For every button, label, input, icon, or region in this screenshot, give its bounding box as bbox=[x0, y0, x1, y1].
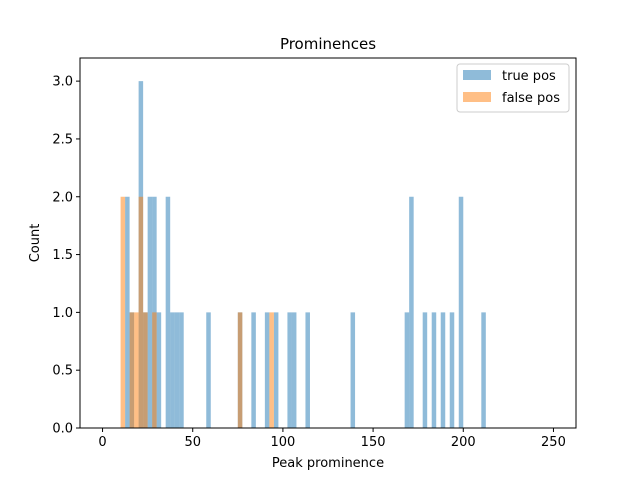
histogram-bar bbox=[156, 312, 162, 428]
y-tick-label: 3.0 bbox=[52, 75, 73, 90]
histogram-bar bbox=[251, 312, 256, 428]
x-tick-label: 200 bbox=[451, 435, 476, 450]
y-tick-label: 1.0 bbox=[52, 306, 73, 321]
legend-label-false-pos: false pos bbox=[502, 91, 560, 106]
histogram-bar bbox=[273, 312, 279, 428]
histogram-bar bbox=[350, 312, 356, 428]
chart-title: Prominences bbox=[280, 35, 376, 53]
legend-label-true-pos: true pos bbox=[502, 69, 556, 84]
y-axis: 0.0 0.5 1.0 1.5 2.0 2.5 3.0 bbox=[52, 75, 80, 437]
x-axis: 0 50 100 150 200 250 bbox=[98, 428, 566, 450]
series-false-pos bbox=[120, 196, 274, 428]
legend: true pos false pos bbox=[456, 63, 570, 113]
histogram-bar bbox=[179, 312, 184, 428]
x-tick-label: 50 bbox=[184, 435, 201, 450]
legend-swatch-false-pos bbox=[463, 92, 491, 102]
histogram-bar bbox=[120, 196, 126, 428]
histogram-bar bbox=[481, 312, 486, 428]
plot-frame bbox=[79, 57, 577, 429]
histogram-bar bbox=[264, 312, 270, 428]
histogram-bar bbox=[147, 196, 153, 428]
histogram-bar bbox=[440, 312, 446, 428]
histogram-bar bbox=[138, 196, 144, 428]
legend-swatch-true-pos bbox=[463, 70, 491, 80]
x-tick-label: 150 bbox=[361, 435, 386, 450]
series-true-pos bbox=[125, 81, 486, 428]
y-axis-label: Count bbox=[28, 224, 43, 263]
x-tick-label: 250 bbox=[541, 435, 566, 450]
histogram-bar bbox=[237, 312, 243, 428]
x-tick-label: 0 bbox=[98, 435, 106, 450]
histogram-bar bbox=[458, 196, 464, 428]
histogram-bar bbox=[170, 312, 175, 428]
histogram-bar bbox=[125, 196, 130, 428]
y-tick-label: 1.5 bbox=[52, 248, 73, 263]
histogram-bar bbox=[305, 312, 310, 428]
histogram-bar bbox=[165, 196, 171, 428]
histogram-bar bbox=[404, 312, 410, 428]
histogram-bar bbox=[269, 312, 274, 428]
x-axis-label: Peak prominence bbox=[272, 456, 384, 471]
histogram-bar bbox=[134, 312, 139, 428]
histogram-bar bbox=[206, 312, 211, 428]
histogram-bar bbox=[449, 312, 455, 428]
histogram-bar bbox=[431, 312, 437, 428]
histogram-bar bbox=[409, 196, 414, 428]
y-tick-label: 2.5 bbox=[52, 132, 73, 147]
histogram-bar bbox=[291, 312, 297, 428]
bars-layer bbox=[120, 81, 486, 428]
histogram-bar bbox=[152, 312, 157, 428]
histogram-bar bbox=[174, 312, 180, 428]
histogram-bar bbox=[422, 312, 428, 428]
y-tick-label: 2.0 bbox=[52, 190, 73, 205]
y-tick-label: 0.0 bbox=[52, 422, 73, 437]
histogram-bar bbox=[287, 312, 292, 428]
histogram-bar bbox=[129, 312, 135, 428]
x-tick-label: 100 bbox=[270, 435, 295, 450]
histogram-bar bbox=[143, 312, 148, 428]
y-tick-label: 0.5 bbox=[52, 364, 73, 379]
